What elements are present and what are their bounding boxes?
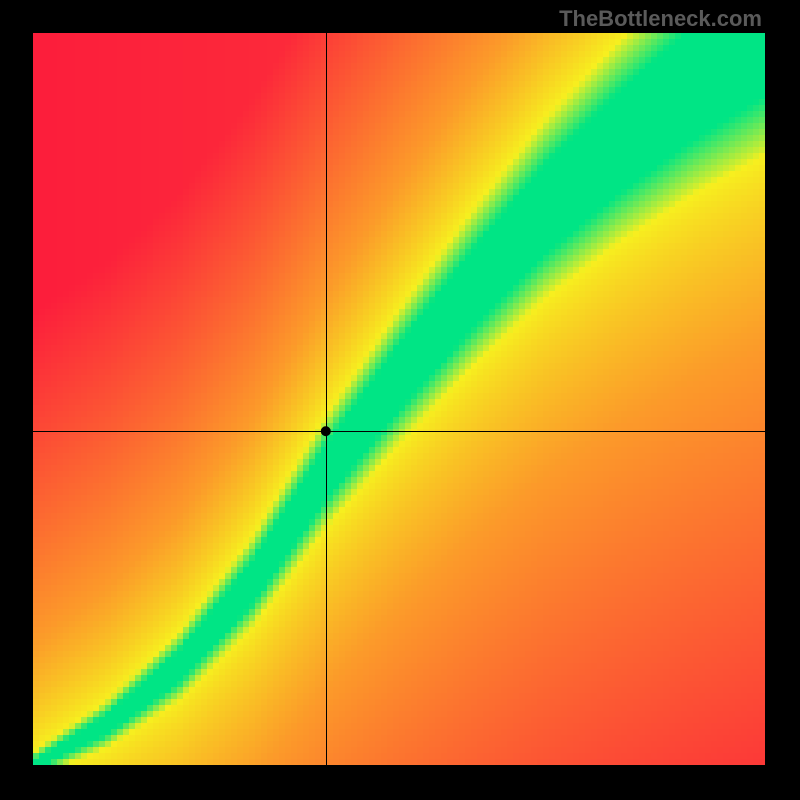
watermark-text: TheBottleneck.com (559, 6, 762, 32)
crosshair-overlay (0, 0, 800, 800)
chart-container: { "watermark": { "text": "TheBottleneck.… (0, 0, 800, 800)
